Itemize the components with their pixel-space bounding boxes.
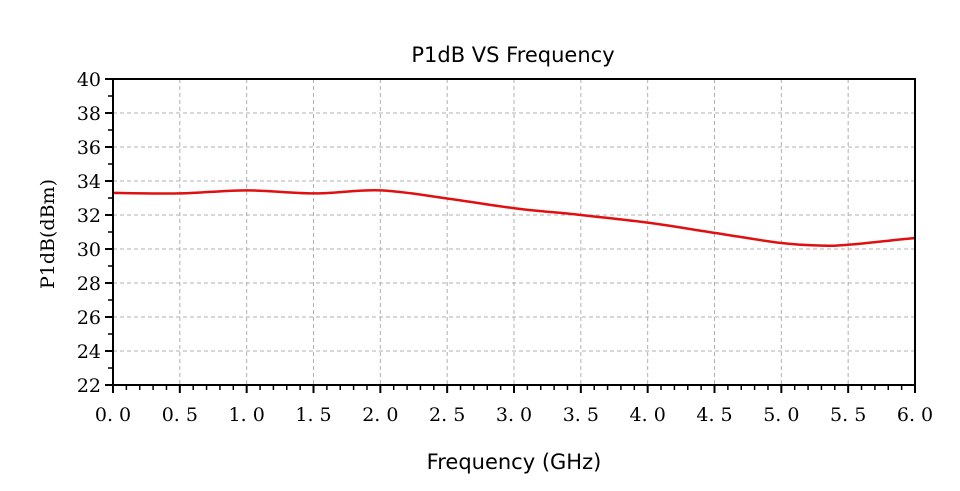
x-tick-label: 5. 0 (763, 404, 799, 426)
y-tick-label: 32 (77, 205, 101, 227)
x-axis-label: Frequency (GHz) (427, 450, 602, 474)
x-tick-label: 3. 5 (563, 404, 599, 426)
x-tick-label: 5. 5 (830, 404, 866, 426)
chart-title: P1dB VS Frequency (411, 43, 614, 67)
y-tick-label: 34 (77, 171, 101, 193)
series-line-p1db (112, 188, 916, 248)
x-tick-label: 2. 5 (429, 404, 465, 426)
plot-frame (112, 78, 916, 386)
ticks: 0. 0 0. 5 1. 0 1. 5 2. 0 2. 5 3. 0 3. 5 4. 0 4. 5… (77, 69, 933, 426)
y-tick-label: 40 (77, 69, 101, 91)
y-axis-label: P1dB(dBm) (37, 179, 59, 289)
y-tick-label: 38 (77, 103, 101, 125)
x-tick-label: 3. 0 (496, 404, 532, 426)
x-tick-label: 1. 5 (295, 404, 331, 426)
x-tick-label: 4. 0 (630, 404, 666, 426)
y-tick-label: 24 (77, 341, 101, 363)
y-tick-label: 36 (77, 137, 101, 159)
x-tick-label: 1. 0 (229, 404, 265, 426)
y-tick-label: 30 (77, 239, 101, 261)
x-tick-label: 4. 5 (696, 404, 732, 426)
y-tick-label: 28 (77, 273, 101, 295)
x-tick-label: 6. 0 (897, 404, 933, 426)
y-tick-label: 26 (77, 307, 101, 329)
grid (113, 79, 915, 385)
x-tick-label: 2. 0 (362, 404, 398, 426)
y-tick-label: 22 (77, 375, 101, 397)
x-tick-label: 0. 5 (162, 404, 198, 426)
x-tick-label: 0. 0 (95, 404, 131, 426)
